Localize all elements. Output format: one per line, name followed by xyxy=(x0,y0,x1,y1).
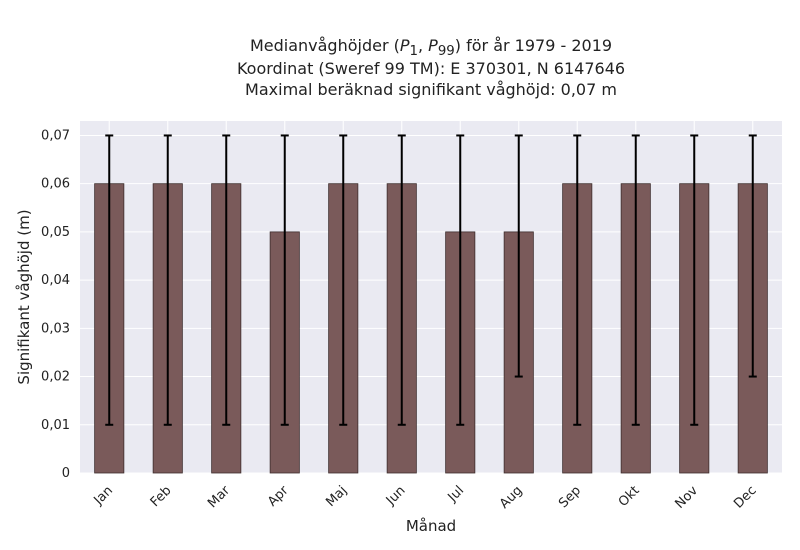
chart-title-line-1: Medianvåghöjder (P1, P99) för år 1979 - … xyxy=(249,36,613,60)
ytick-label: 0,03 xyxy=(41,321,70,336)
xtick-label: Jun xyxy=(383,483,409,509)
chart-title-line-3: Maximal beräknad signifikant våghöjd: 0,… xyxy=(245,80,617,99)
ytick-label: 0,07 xyxy=(41,128,70,143)
plot-background xyxy=(80,121,782,473)
xtick-label: Sep xyxy=(556,483,584,511)
xtick-label: Jul xyxy=(445,483,467,505)
xtick-label: Apr xyxy=(265,483,292,510)
chart-title-line-2: Koordinat (Sweref 99 TM): E 370301, N 61… xyxy=(236,59,626,78)
xtick-label: Nov xyxy=(673,483,702,512)
ytick-label: 0 xyxy=(62,466,70,481)
xtick-label: Jan xyxy=(91,483,116,508)
ytick-label: 0,04 xyxy=(41,273,70,288)
ytick-label: 0,01 xyxy=(41,418,70,433)
xtick-label: Maj xyxy=(323,483,350,510)
ytick-label: 0,06 xyxy=(41,177,70,192)
xtick-label: Aug xyxy=(497,483,526,512)
xtick-label: Okt xyxy=(616,483,643,510)
xtick-label: Feb xyxy=(148,483,175,510)
xtick-label: Mar xyxy=(205,483,233,511)
x-axis-label: Månad xyxy=(406,517,456,535)
xtick-label: Dec xyxy=(731,483,759,511)
ytick-label: 0,05 xyxy=(41,225,70,240)
y-axis-label: Signifikant våghöjd (m) xyxy=(15,209,33,384)
ytick-label: 0,02 xyxy=(41,370,70,385)
